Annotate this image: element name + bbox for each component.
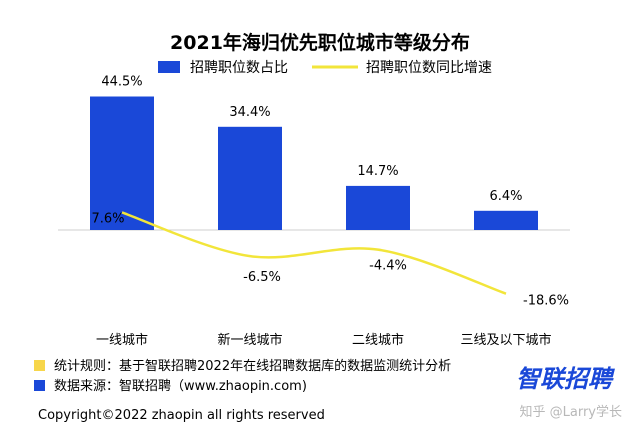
footnote-source-marker [34, 380, 45, 391]
footnotes: 统计规则：基于智联招聘2022年在线招聘数据库的数据监测统计分析 数据来源：智联… [34, 358, 451, 394]
footnote-source: 数据来源：智联招聘（www.zhaopin.com) [54, 379, 307, 394]
bar-value-label-1: 44.5% [101, 75, 142, 90]
legend-swatch-bars [158, 61, 180, 73]
category-label-3: 二线城市 [352, 332, 404, 348]
growth-value-label-3: -4.4% [369, 259, 407, 274]
category-label-4: 三线及以下城市 [460, 332, 551, 348]
category-label-1: 一线城市 [96, 332, 148, 348]
category-label-2: 新一线城市 [217, 332, 282, 348]
growth-value-label-2: -6.5% [243, 270, 281, 285]
footnote-rule: 统计规则：基于智联招聘2022年在线招聘数据库的数据监测统计分析 [54, 358, 451, 374]
growth-value-label-1: 7.6% [91, 211, 124, 226]
bar-value-label-2: 34.4% [229, 105, 270, 120]
footnote-rule-marker [34, 360, 45, 371]
growth-value-label-4: -18.6% [523, 294, 569, 309]
legend-label-line: 招聘职位数同比增速 [366, 60, 492, 76]
growth-line [121, 211, 507, 295]
brand-logo: 智联招聘 [516, 365, 615, 393]
bar-value-label-4: 6.4% [489, 189, 522, 204]
bar-2 [218, 126, 282, 230]
legend-label-bars: 招聘职位数占比 [190, 60, 288, 76]
watermark: 知乎 @Larry学长 [520, 404, 623, 420]
legend: 招聘职位数占比 招聘职位数同比增速 [158, 60, 492, 76]
chart-title: 2021年海归优先职位城市等级分布 [170, 31, 470, 54]
plot-area: 44.5% 一线城市 34.4% 新一线城市 14.7% 二线城市 6.4% 三线及以下城市 7… [58, 75, 570, 348]
bar-4 [474, 210, 538, 230]
copyright: Copyright©2022 zhaopin all rights reserv… [38, 408, 325, 423]
bar-1 [90, 96, 154, 230]
bar-value-label-3: 14.7% [357, 164, 398, 179]
bar-3 [346, 185, 410, 230]
